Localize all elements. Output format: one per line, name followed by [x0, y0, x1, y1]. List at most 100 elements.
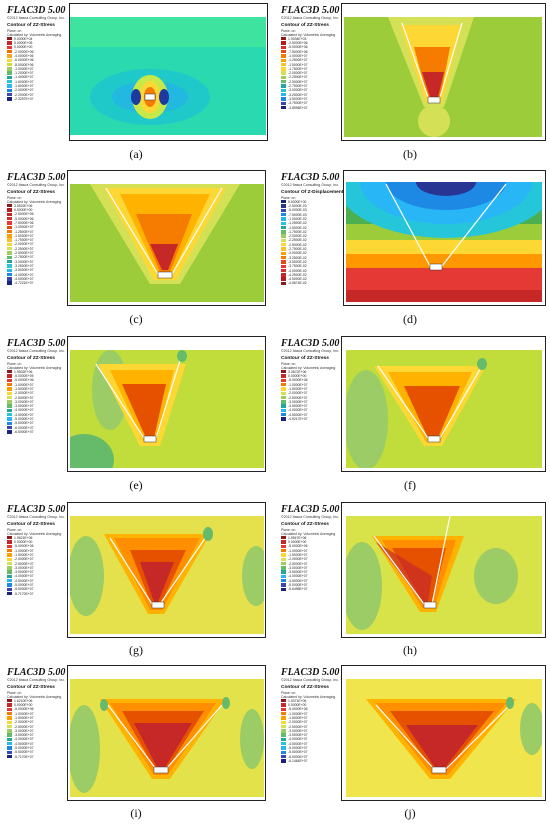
legend-swatch [281, 536, 286, 540]
legend-swatch [281, 62, 286, 67]
legend-value: -3.0000E+07 [288, 399, 308, 404]
legend-row: -2.0000E-02 [281, 234, 340, 238]
legend-value: -5.5000E+07 [14, 587, 34, 592]
legend-value: -4.5000E+07 [14, 741, 34, 746]
legend-value: -4.0000E+07 [14, 574, 34, 579]
legend-row: -1.5000E+07 [281, 716, 338, 720]
legend-row: -5.6498E+07 [281, 587, 338, 591]
software-title: FLAC3D 5.00 [281, 667, 340, 678]
legend-value: -2.5000E+07 [14, 724, 34, 729]
legend-swatch [281, 561, 286, 566]
legend-swatch [281, 742, 286, 746]
legend-list: 1.9502E+06 -5.0000E+05 -5.0000E+06 -1.0000E… [7, 370, 64, 434]
legend-swatch [7, 408, 12, 413]
legend-row: -1.7500E+07 [7, 238, 64, 242]
legend-swatch [7, 67, 12, 71]
legend-swatch [281, 80, 286, 84]
legend-h: FLAC3D 5.00 ©2012 Itasca Consulting Grou… [278, 502, 342, 638]
legend-value: -2.5000E+07 [14, 395, 34, 400]
legend-row: -2.5000E+07 [7, 395, 64, 400]
legend-value: -4.0000E+07 [288, 408, 308, 413]
caption-b: (b) [403, 147, 417, 161]
legend-list: 1.9371E+06 0.0000E+00 -5.0000E+06 -1.0000E+… [281, 699, 338, 763]
legend-swatch [7, 54, 12, 58]
legend-row: -5.0000E-03 [281, 208, 340, 212]
legend-row: -1.5000E+07 [7, 553, 64, 557]
legend-row: -1.2500E+07 [281, 58, 338, 62]
legend-value: -2.2000E+07 [14, 92, 34, 97]
legend-swatch [281, 75, 286, 80]
legend-row: -3.5000E+07 [7, 268, 64, 272]
legend-swatch [281, 374, 286, 378]
legend-value: -1.4000E+07 [14, 75, 34, 80]
legend-e: FLAC3D 5.00 ©2012 Itasca Consulting Grou… [4, 336, 68, 472]
legend-row: -1.7500E-02 [281, 230, 340, 234]
legend-row: 1.9547E+06 [281, 536, 338, 540]
legend-swatch [281, 200, 286, 204]
legend-value: -3.5000E+07 [14, 570, 34, 575]
legend-d: FLAC3D 5.00 ©2012 Itasca Consulting Grou… [278, 170, 344, 306]
legend-swatch [281, 413, 286, 417]
legend-row: 3.5522E+06 [7, 204, 64, 208]
legend-value: -1.2500E-02 [288, 221, 307, 226]
legend-row: -2.5000E+06 [281, 41, 338, 45]
contour-plot-j [346, 679, 542, 797]
legend-swatch [281, 408, 286, 413]
legend-value: 0.0000E+00 [14, 540, 33, 545]
legend-swatch [281, 729, 286, 733]
copyright-text: ©2012 Itasca Consulting Group, Inc. [7, 349, 65, 353]
legend-value: -1.0000E-02 [288, 216, 307, 221]
contour-plot-c [70, 184, 264, 302]
legend-swatch [7, 557, 12, 561]
legend-value: -1.2500E+07 [288, 58, 308, 63]
legend-value: -1.8000E+07 [14, 84, 34, 89]
legend-row: -5.0000E+06 [281, 707, 338, 711]
legend-value: -2.0000E+07 [14, 720, 34, 725]
legend-value: -2.5000E+07 [288, 79, 308, 84]
legend-value: -5.0000E+07 [14, 417, 34, 422]
legend-swatch [281, 217, 286, 221]
legend-row: -2.0000E+07 [281, 391, 338, 395]
legend-swatch [281, 234, 286, 238]
legend-row: -2.0000E+07 [281, 720, 338, 724]
legend-row: 5.0000E+05 [7, 41, 66, 45]
legend-value: -3.7500E+07 [288, 101, 308, 106]
legend-row: -7.5000E+06 [7, 221, 64, 225]
legend-row: -2.5000E+07 [281, 395, 338, 400]
legend-swatch [7, 729, 12, 733]
legend-value: -1.5000E+07 [14, 715, 34, 720]
panel-b: FLAC3D 5.00 ©2012 Itasca Consulting Grou… [278, 3, 546, 141]
legend-row: -5.0000E+07 [7, 583, 64, 587]
software-title: FLAC3D 5.00 [281, 5, 340, 16]
legend-row: -2.5000E+07 [281, 80, 338, 84]
legend-row: -3.0000E+07 [7, 259, 64, 264]
legend-value: -2.5000E+07 [288, 724, 308, 729]
legend-swatch [7, 84, 12, 88]
contour-plot-b [344, 17, 542, 137]
panel-i: FLAC3D 5.00 ©2012 Itasca Consulting Grou… [4, 665, 266, 801]
legend-row: -4.5000E+07 [281, 579, 338, 583]
panel-a: FLAC3D 5.00 ©2012 Itasca Consulting Grou… [4, 3, 268, 141]
legend-value: -1.0000E+07 [14, 711, 34, 716]
legend-value: -3.5000E+07 [288, 96, 308, 101]
calc-label: Calculated by: Volumetric Averaging [7, 365, 62, 370]
legend-value: -4.0000E+06 [14, 53, 34, 58]
copyright-text: ©2012 Itasca Consulting Group, Inc. [281, 515, 339, 519]
legend-row: 3.3672E+06 [281, 370, 338, 374]
legend-row: -1.6000E+07 [7, 80, 66, 84]
legend-row: -4.0000E+07 [7, 737, 64, 741]
legend-swatch [7, 272, 12, 277]
legend-row: -1.5000E+07 [281, 553, 338, 557]
legend-row: -4.5000E+07 [7, 413, 64, 417]
legend-swatch [7, 395, 12, 400]
legend-value: -1.5000E+07 [14, 552, 34, 557]
legend-row: -2.5000E+07 [7, 561, 64, 566]
contour-title: Contour of ZZ-Stress [281, 23, 329, 29]
plane-label: Plane: on [281, 195, 296, 200]
legend-row: -1.2000E+07 [7, 71, 66, 75]
legend-swatch [7, 417, 12, 421]
legend-value: -5.0000E+06 [288, 544, 308, 549]
legend-row: -4.5000E+07 [7, 579, 64, 583]
legend-row: -3.5000E+07 [281, 733, 338, 737]
legend-value: -2.0000E+07 [288, 71, 308, 76]
